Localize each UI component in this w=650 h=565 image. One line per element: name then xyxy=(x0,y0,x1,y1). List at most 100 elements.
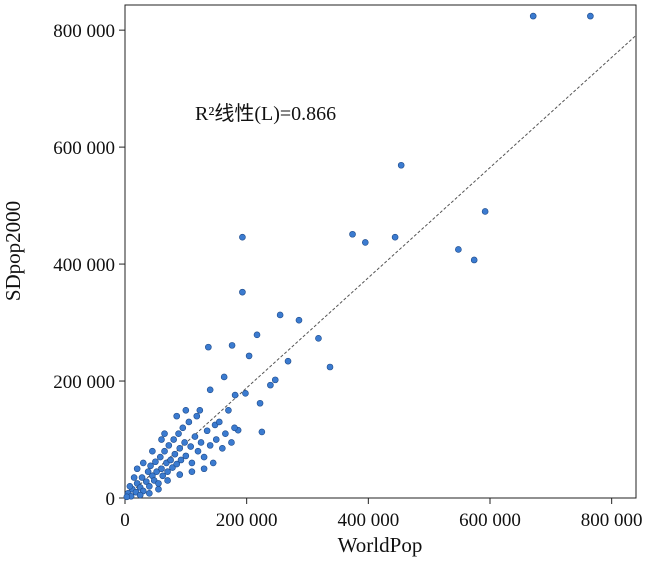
point xyxy=(146,483,153,490)
point xyxy=(315,335,322,342)
point xyxy=(161,430,168,437)
point xyxy=(258,428,266,436)
point xyxy=(191,433,199,440)
point xyxy=(158,465,165,473)
plot-frame xyxy=(124,4,637,499)
point xyxy=(165,442,173,449)
point xyxy=(228,439,235,446)
point xyxy=(271,376,279,384)
x-tick-label: 800 000 xyxy=(581,510,643,531)
point xyxy=(136,491,144,499)
point xyxy=(529,12,537,20)
point xyxy=(149,447,156,455)
x-axis-label: WorldPop xyxy=(338,533,423,557)
point xyxy=(587,12,594,20)
y-tick-label: 800 000 xyxy=(53,21,115,42)
point xyxy=(212,436,220,443)
point xyxy=(245,352,253,360)
point xyxy=(391,233,399,241)
point xyxy=(295,316,303,324)
point xyxy=(153,468,160,475)
point xyxy=(142,478,150,485)
point xyxy=(164,477,171,484)
point xyxy=(206,386,214,394)
point xyxy=(470,256,478,264)
point xyxy=(222,430,229,437)
point xyxy=(176,444,184,452)
point xyxy=(147,462,154,470)
point xyxy=(276,311,284,319)
point xyxy=(215,418,223,426)
point xyxy=(182,406,190,414)
point xyxy=(179,424,187,432)
point xyxy=(397,161,405,169)
point xyxy=(219,444,226,452)
point xyxy=(164,468,171,475)
point xyxy=(176,471,184,478)
point xyxy=(455,246,462,253)
point xyxy=(138,474,146,481)
point xyxy=(161,447,168,455)
point xyxy=(239,233,246,241)
point xyxy=(139,459,147,467)
point xyxy=(200,453,208,461)
point xyxy=(170,436,177,443)
point xyxy=(159,472,167,480)
point xyxy=(231,424,238,432)
annotation: R²线性(L)=0.866 xyxy=(195,102,336,125)
point xyxy=(203,427,211,435)
point xyxy=(177,456,185,464)
point xyxy=(187,443,194,450)
point xyxy=(188,459,196,467)
point xyxy=(253,331,261,339)
y-tick-label: 0 xyxy=(106,489,116,510)
point xyxy=(284,357,292,365)
point xyxy=(146,490,153,497)
point xyxy=(130,474,138,481)
x-tick-label: 400 000 xyxy=(337,510,399,531)
point xyxy=(205,343,212,351)
y-tick-label: 400 000 xyxy=(53,255,115,276)
point xyxy=(158,436,165,443)
point xyxy=(481,208,489,215)
point xyxy=(225,406,232,414)
point xyxy=(123,493,131,501)
point xyxy=(169,464,176,471)
point xyxy=(267,381,274,389)
point xyxy=(193,412,201,420)
point xyxy=(156,453,164,461)
x-tick-label: 600 000 xyxy=(459,510,521,531)
point xyxy=(361,239,369,246)
point xyxy=(349,230,356,238)
point xyxy=(239,288,246,296)
point xyxy=(231,391,239,399)
y-tick-label: 600 000 xyxy=(53,138,115,159)
point xyxy=(228,342,236,349)
point xyxy=(256,399,264,407)
point xyxy=(155,485,162,493)
point xyxy=(171,450,179,458)
point xyxy=(194,447,202,455)
point xyxy=(185,418,193,426)
point xyxy=(197,439,205,446)
x-tick-label: 200 000 xyxy=(216,510,278,531)
point xyxy=(220,373,228,381)
point xyxy=(209,459,217,467)
point xyxy=(181,439,188,446)
point xyxy=(182,452,190,460)
point xyxy=(175,430,182,437)
y-axis-label: SDpop2000 xyxy=(1,201,25,301)
point xyxy=(188,468,196,475)
y-tick-label: 200 000 xyxy=(53,372,115,393)
point xyxy=(167,456,174,464)
point xyxy=(152,458,159,466)
point xyxy=(133,465,141,473)
point xyxy=(173,460,181,468)
point xyxy=(126,483,134,490)
point xyxy=(196,406,204,414)
point xyxy=(242,390,249,397)
point xyxy=(155,480,162,487)
point xyxy=(173,412,181,420)
point xyxy=(144,468,152,475)
